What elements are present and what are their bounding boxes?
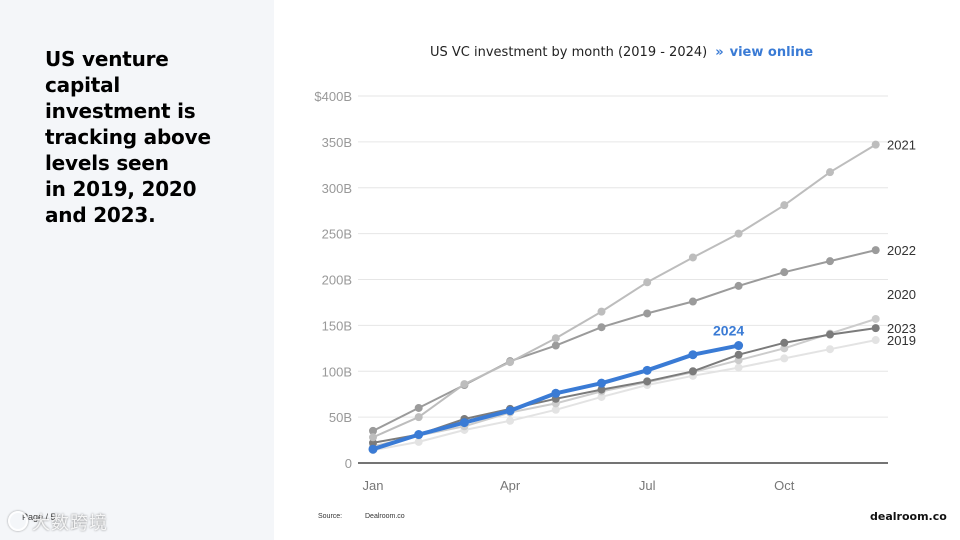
series-label-2024: 2024: [713, 323, 744, 339]
data-point-2023: [780, 338, 789, 347]
grid-lines: [358, 95, 888, 464]
data-point-2019: [506, 416, 515, 425]
data-point-2021: [551, 334, 560, 343]
brand-logo[interactable]: dealroom.co: [870, 510, 947, 523]
data-point-2023: [369, 438, 377, 447]
data-point-2023: [597, 385, 606, 394]
data-point-2023: [688, 367, 697, 376]
headline-line: capital: [45, 73, 121, 97]
data-point-2022: [414, 403, 423, 412]
data-point-2021: [688, 253, 697, 262]
series-line-2020: [372, 318, 877, 448]
x-tick-label: Apr: [500, 478, 521, 493]
data-point-2024: [734, 341, 744, 351]
data-point-2022: [871, 246, 880, 255]
page-label: Page / 5: [22, 512, 56, 522]
chart-title: US VC investment by month (2019 - 2024): [430, 45, 708, 60]
headline-line: US venture: [45, 47, 169, 71]
left-panel: [0, 0, 274, 540]
series-line-2023: [372, 327, 877, 444]
series-lines: [368, 140, 880, 455]
chart-title-bar: US VC investment by month (2019 - 2024) »…: [430, 45, 813, 60]
data-point-2021: [643, 278, 652, 287]
data-point-2019: [780, 354, 789, 363]
data-point-2023: [643, 377, 652, 386]
data-point-2021: [597, 307, 606, 316]
data-point-2021: [734, 229, 743, 238]
x-tick-label: Jul: [639, 478, 656, 493]
series-label-2020: 2020: [887, 287, 916, 302]
data-point-2023: [871, 324, 880, 333]
data-point-2023: [734, 350, 743, 359]
data-point-2021: [826, 168, 834, 177]
data-point-2019: [597, 392, 606, 401]
data-point-2021: [871, 140, 880, 149]
y-axis-tick-labels: 0 50B 100B 150B 200B 250B 300B 350B $400B: [314, 89, 352, 471]
data-point-2019: [551, 405, 560, 414]
y-tick-label: 250B: [322, 227, 352, 242]
data-point-2022: [734, 281, 743, 290]
data-point-2020: [734, 356, 743, 365]
y-tick-label: 200B: [322, 273, 352, 288]
y-tick-label: $400B: [314, 89, 352, 104]
data-point-2024: [642, 365, 652, 375]
data-point-2024: [459, 418, 469, 428]
series-label-2023: 2023: [887, 321, 916, 336]
data-point-2024: [688, 350, 698, 360]
x-tick-label: Jan: [363, 478, 384, 493]
headline-line: in 2019, 2020: [45, 177, 197, 201]
series-label-2021: 2021: [887, 138, 916, 153]
data-point-2024: [597, 378, 606, 388]
data-point-2022: [826, 257, 834, 266]
y-tick-label: 150B: [322, 318, 352, 333]
series-label-2019: 2019: [887, 333, 916, 348]
watermark: 大数跨境: [8, 509, 108, 535]
headline-line: levels seen: [45, 151, 169, 175]
data-point-2024: [551, 388, 561, 398]
data-point-2022: [643, 309, 652, 318]
headline-line: investment is: [45, 99, 196, 123]
data-point-2021: [506, 358, 515, 367]
watermark-logo-icon: [8, 511, 28, 531]
y-tick-label: 50B: [329, 410, 352, 425]
x-axis-tick-labels: Jan Apr Jul Oct: [363, 478, 795, 493]
data-point-2024: [505, 406, 515, 416]
y-tick-label: 300B: [322, 181, 352, 196]
headline-line: tracking above: [45, 125, 211, 149]
link-chevron-icon: »: [715, 45, 724, 60]
watermark-text: 大数跨境: [32, 513, 108, 534]
source-value: Dealroom.co: [365, 513, 405, 520]
data-point-2024: [368, 444, 378, 454]
data-point-2021: [460, 380, 469, 389]
series-labels: 2019 2020 2023 2022 2021 2024: [713, 138, 916, 348]
y-tick-label: 100B: [322, 364, 352, 379]
data-point-2022: [780, 268, 789, 277]
data-point-2019: [826, 345, 834, 354]
headline: US venture capital investment is trackin…: [45, 46, 260, 228]
y-tick-label: 350B: [322, 135, 352, 150]
data-point-2022: [688, 297, 697, 306]
data-point-2023: [826, 330, 834, 339]
data-point-2021: [414, 413, 423, 422]
data-point-2022: [369, 426, 377, 435]
data-point-2019: [871, 336, 880, 345]
series-label-2022: 2022: [887, 243, 916, 258]
series-line-2021: [372, 143, 877, 439]
source-label: Source:: [318, 513, 343, 520]
series-line-2019: [372, 339, 877, 452]
data-point-2021: [780, 201, 789, 210]
data-point-2024: [414, 430, 424, 440]
y-tick-label: 0: [345, 456, 352, 471]
data-point-2020: [871, 314, 880, 323]
data-point-2022: [551, 341, 560, 350]
headline-line: and 2023.: [45, 203, 156, 227]
x-tick-label: Oct: [774, 478, 795, 493]
data-point-2019: [414, 437, 423, 446]
data-point-2022: [597, 323, 606, 332]
data-point-2019: [734, 363, 743, 372]
data-point-2021: [369, 433, 377, 442]
data-point-2020: [780, 344, 789, 353]
view-online-link[interactable]: view online: [729, 45, 814, 60]
